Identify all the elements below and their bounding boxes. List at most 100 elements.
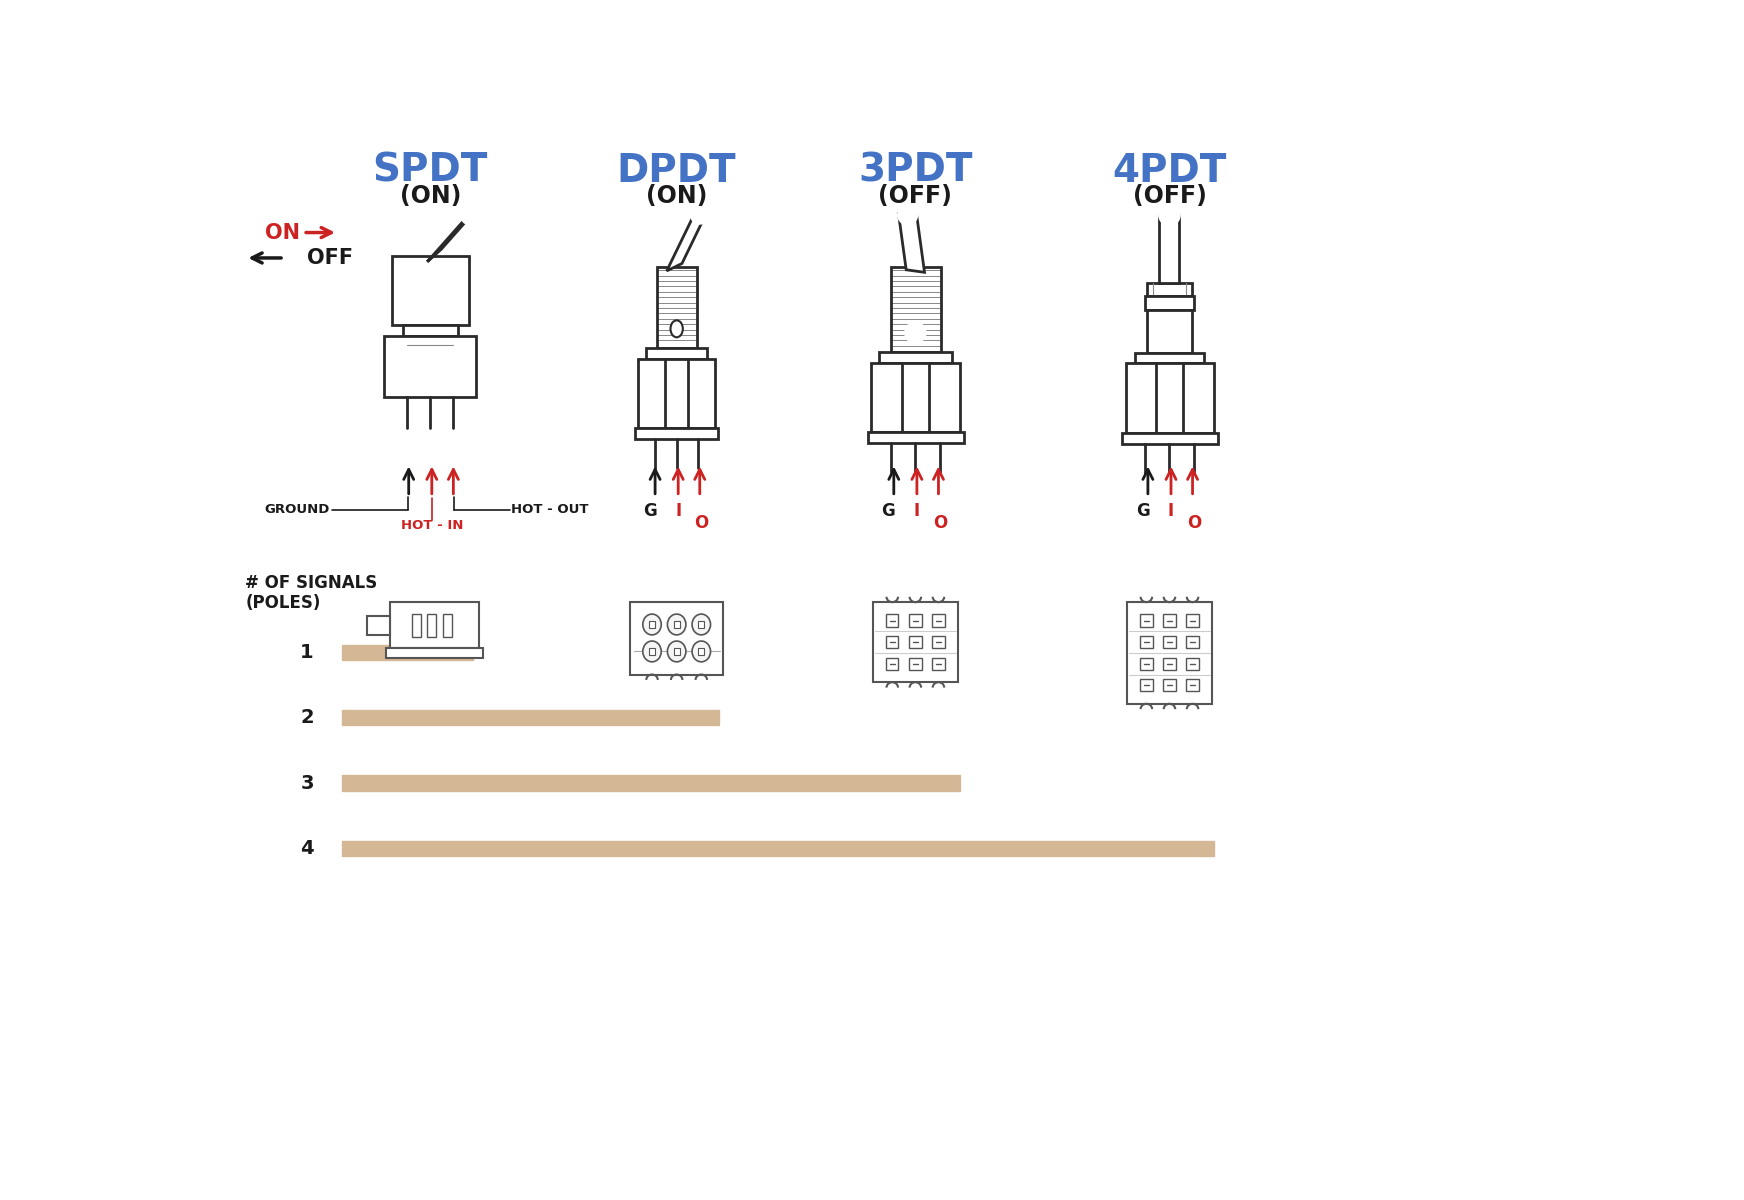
Bar: [645, 348, 708, 359]
Text: O: O: [1188, 514, 1202, 532]
Text: (ON): (ON): [645, 185, 708, 209]
Bar: [392, 256, 469, 325]
Polygon shape: [666, 211, 708, 271]
Bar: [874, 602, 957, 683]
Bar: [1148, 311, 1191, 353]
Bar: [342, 775, 959, 791]
Bar: [673, 648, 680, 655]
Bar: [1186, 636, 1198, 648]
Text: ON: ON: [265, 222, 300, 242]
Bar: [1163, 636, 1175, 648]
Ellipse shape: [668, 614, 685, 635]
Bar: [631, 602, 722, 674]
Bar: [872, 362, 959, 432]
Bar: [1186, 614, 1198, 626]
Bar: [698, 620, 705, 629]
Text: 3PDT: 3PDT: [858, 152, 973, 190]
Bar: [387, 648, 483, 658]
Bar: [1186, 658, 1198, 670]
Text: O: O: [933, 514, 947, 532]
Bar: [891, 268, 940, 352]
Ellipse shape: [668, 641, 685, 662]
Bar: [1141, 614, 1153, 626]
Text: GROUND: GROUND: [265, 503, 330, 516]
Bar: [403, 325, 459, 336]
Ellipse shape: [644, 614, 661, 635]
Bar: [638, 359, 715, 428]
Circle shape: [460, 205, 480, 224]
Text: (ON): (ON): [399, 185, 460, 209]
Bar: [342, 644, 473, 660]
Bar: [1121, 433, 1217, 444]
Bar: [1141, 658, 1153, 670]
Bar: [384, 336, 476, 397]
Text: (OFF): (OFF): [1132, 185, 1207, 209]
Circle shape: [898, 205, 917, 224]
Bar: [909, 614, 921, 626]
Bar: [879, 352, 952, 362]
Bar: [1163, 614, 1175, 626]
Text: HOT - OUT: HOT - OUT: [511, 503, 589, 516]
Polygon shape: [898, 214, 924, 272]
Text: (OFF): (OFF): [879, 185, 952, 209]
Bar: [657, 268, 696, 348]
Bar: [342, 841, 1214, 857]
Bar: [1163, 658, 1175, 670]
Text: G: G: [881, 502, 895, 520]
Bar: [1141, 679, 1153, 691]
Bar: [886, 658, 898, 670]
Text: # OF SIGNALS
(POLES): # OF SIGNALS (POLES): [246, 574, 378, 612]
Text: OFF: OFF: [307, 248, 354, 268]
Bar: [1127, 602, 1212, 703]
Bar: [649, 648, 656, 655]
Text: SPDT: SPDT: [373, 152, 488, 190]
Bar: [698, 648, 705, 655]
Bar: [1125, 364, 1214, 433]
Bar: [909, 658, 921, 670]
Bar: [1148, 282, 1191, 296]
Text: 4PDT: 4PDT: [1113, 152, 1226, 190]
Bar: [649, 620, 656, 629]
Text: I: I: [914, 502, 921, 520]
Bar: [1186, 679, 1198, 691]
Text: 4: 4: [300, 839, 314, 858]
Text: O: O: [694, 514, 708, 532]
Text: G: G: [644, 502, 656, 520]
Bar: [391, 602, 480, 648]
Bar: [1135, 353, 1203, 364]
Bar: [1141, 636, 1153, 648]
Bar: [412, 613, 420, 637]
Text: 1: 1: [300, 643, 314, 661]
Bar: [368, 616, 391, 635]
Ellipse shape: [670, 320, 684, 337]
Ellipse shape: [644, 641, 661, 662]
Bar: [1144, 296, 1195, 311]
Bar: [1163, 679, 1175, 691]
Ellipse shape: [692, 614, 710, 635]
Text: HOT - IN: HOT - IN: [401, 520, 462, 533]
Bar: [933, 636, 945, 648]
Bar: [427, 613, 436, 637]
Bar: [443, 613, 452, 637]
Circle shape: [691, 206, 708, 223]
Bar: [886, 614, 898, 626]
Bar: [342, 710, 719, 725]
Text: I: I: [675, 502, 682, 520]
Ellipse shape: [692, 641, 710, 662]
Bar: [886, 636, 898, 648]
Circle shape: [1160, 205, 1179, 224]
Bar: [933, 614, 945, 626]
Polygon shape: [1160, 215, 1179, 282]
Circle shape: [905, 323, 926, 343]
Bar: [933, 658, 945, 670]
Bar: [635, 428, 719, 439]
Text: I: I: [1168, 502, 1174, 520]
Polygon shape: [427, 209, 478, 262]
Text: 3: 3: [300, 774, 314, 792]
Bar: [867, 432, 964, 443]
Text: DPDT: DPDT: [617, 152, 736, 190]
Text: G: G: [1135, 502, 1149, 520]
Bar: [909, 636, 921, 648]
Text: 2: 2: [300, 708, 314, 727]
Bar: [673, 620, 680, 629]
